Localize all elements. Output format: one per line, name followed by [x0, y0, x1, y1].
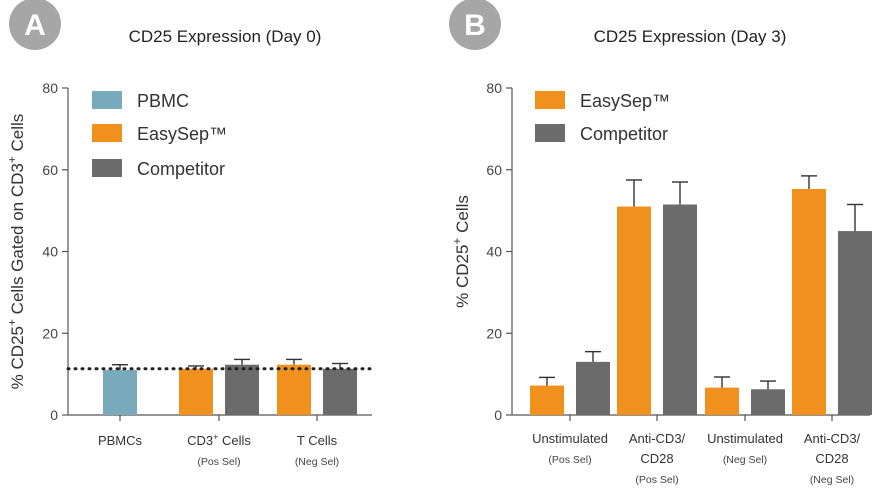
bar — [617, 206, 651, 415]
legend-label: PBMC — [137, 91, 189, 111]
bar — [663, 204, 697, 415]
legend-swatch — [535, 124, 565, 142]
x-category-label: Anti-CD3/ — [804, 431, 861, 446]
x-category-sublabel: (Pos Sel) — [548, 454, 591, 466]
y-tick-label: 40 — [42, 244, 58, 260]
bar — [792, 188, 826, 415]
legend-swatch — [92, 159, 122, 177]
panel-badge-b — [449, 0, 501, 50]
x-category-label: Unstimulated — [707, 431, 783, 446]
x-category-label: CD28 — [640, 451, 673, 466]
y-axis-label: % CD25+ Cells Gated on CD3+ Cells — [5, 114, 27, 390]
x-category-label: Unstimulated — [532, 431, 608, 446]
label-part: % CD25 — [8, 326, 27, 389]
legend-label: EasySep™ — [137, 124, 227, 144]
bar — [576, 361, 610, 415]
legend-swatch — [92, 91, 122, 109]
x-category-label: CD3+ Cells — [187, 432, 251, 448]
legend-swatch — [535, 91, 565, 109]
label-part: Cells — [8, 114, 27, 157]
x-category-sublabel: (Pos Sel) — [197, 456, 240, 468]
bar — [277, 364, 311, 415]
label-part: + — [5, 319, 19, 326]
x-category-label: Anti-CD3/ — [629, 431, 686, 446]
label-part: T Cells — [297, 433, 338, 448]
x-category-label: T Cells — [297, 433, 338, 448]
label-part: CD3 — [187, 433, 213, 448]
x-category-sublabel: (Neg Sel) — [810, 474, 854, 486]
legend-swatch — [92, 124, 122, 142]
label-part: Cells — [453, 195, 472, 238]
y-tick-label: 40 — [486, 244, 502, 260]
y-tick-label: 20 — [486, 325, 502, 341]
chart-title: CD25 Expression (Day 0) — [129, 27, 322, 46]
label-part: PBMCs — [98, 433, 143, 448]
label-part: + — [5, 156, 19, 163]
y-tick-label: 60 — [486, 162, 502, 178]
label-part: % CD25 — [453, 245, 472, 308]
label-part: + — [450, 238, 464, 245]
y-tick-label: 80 — [42, 80, 58, 96]
bar — [103, 370, 137, 415]
x-category-label: PBMCs — [98, 433, 143, 448]
legend-label: Competitor — [580, 124, 668, 144]
panel-badge-label: B — [464, 9, 486, 42]
bar — [530, 385, 564, 415]
label-part: + — [213, 432, 218, 442]
panel-badge-a — [9, 0, 61, 50]
bar — [225, 364, 259, 415]
legend-label: Competitor — [137, 159, 225, 179]
bar — [751, 389, 785, 415]
y-tick-label: 0 — [494, 407, 502, 423]
y-tick-label: 0 — [50, 407, 58, 423]
bar — [179, 368, 213, 415]
x-category-label: CD28 — [815, 451, 848, 466]
bar — [323, 368, 357, 415]
x-category-sublabel: (Pos Sel) — [635, 474, 678, 486]
panel-badge-label: A — [24, 9, 46, 42]
x-category-sublabel: (Neg Sel) — [723, 454, 767, 466]
y-tick-label: 80 — [486, 80, 502, 96]
x-category-sublabel: (Neg Sel) — [295, 456, 339, 468]
chart-title: CD25 Expression (Day 3) — [594, 27, 787, 46]
y-tick-label: 20 — [42, 325, 58, 341]
label-part: Cells — [218, 433, 251, 448]
bar — [838, 231, 872, 415]
label-part: Cells Gated on CD3 — [8, 163, 27, 319]
bar — [705, 387, 739, 415]
y-tick-label: 60 — [42, 162, 58, 178]
legend-label: EasySep™ — [580, 91, 670, 111]
y-axis-label: % CD25+ Cells — [450, 195, 472, 308]
